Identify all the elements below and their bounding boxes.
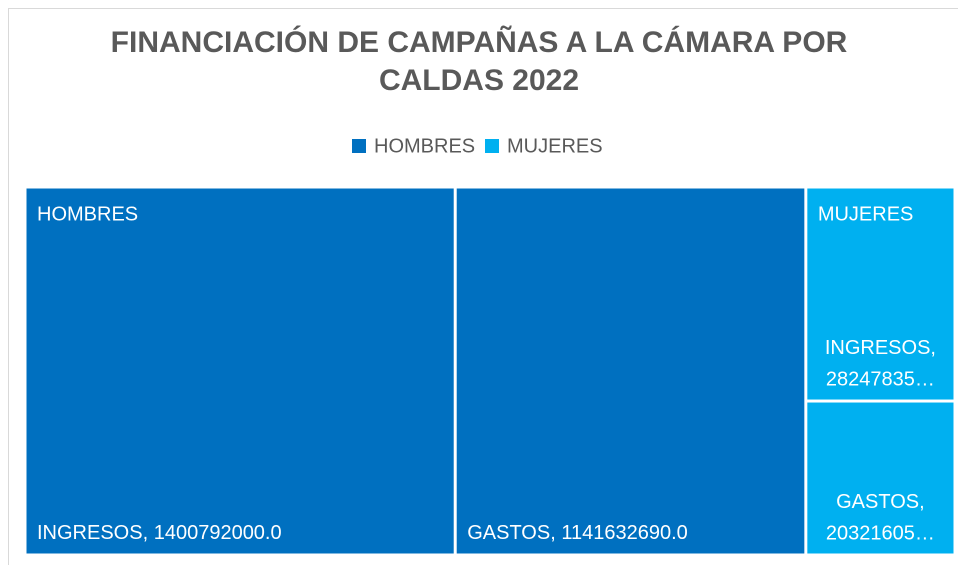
legend-label: MUJERES [507,135,603,157]
tile-separator: , [930,337,936,359]
tile-label: GASTOS, 1141632690.0 [467,522,688,544]
chart-title: FINANCIACIÓN DE CAMPAÑAS A LA CÁMARA POR… [110,26,848,97]
tile-separator: , [550,522,561,544]
tile [26,188,454,554]
legend-swatch [352,139,366,153]
group-label: HOMBRES [37,203,138,225]
tile [807,402,954,554]
tile-value: 1400792000.0 [154,522,282,544]
tile-value: 20321605… [826,522,935,544]
tile-category: INGRESOS [825,337,931,359]
tile-separator: , [143,522,154,544]
tile-category: INGRESOS [37,522,143,544]
tile [807,188,954,400]
tile [456,188,805,554]
tile-value: 28247835… [826,368,935,390]
tile-category: GASTOS [467,522,550,544]
legend-swatch [485,139,499,153]
tile-separator: , [919,491,925,513]
tile-label: INGRESOS, 1400792000.0 [37,522,282,544]
tile-value: 1141632690.0 [561,522,687,544]
tile-label: INGRESOS, [825,337,936,359]
tile-label: GASTOS, [836,491,925,513]
legend-label: HOMBRES [374,135,475,157]
tile-category: GASTOS [836,491,919,513]
group-label: MUJERES [818,203,914,225]
